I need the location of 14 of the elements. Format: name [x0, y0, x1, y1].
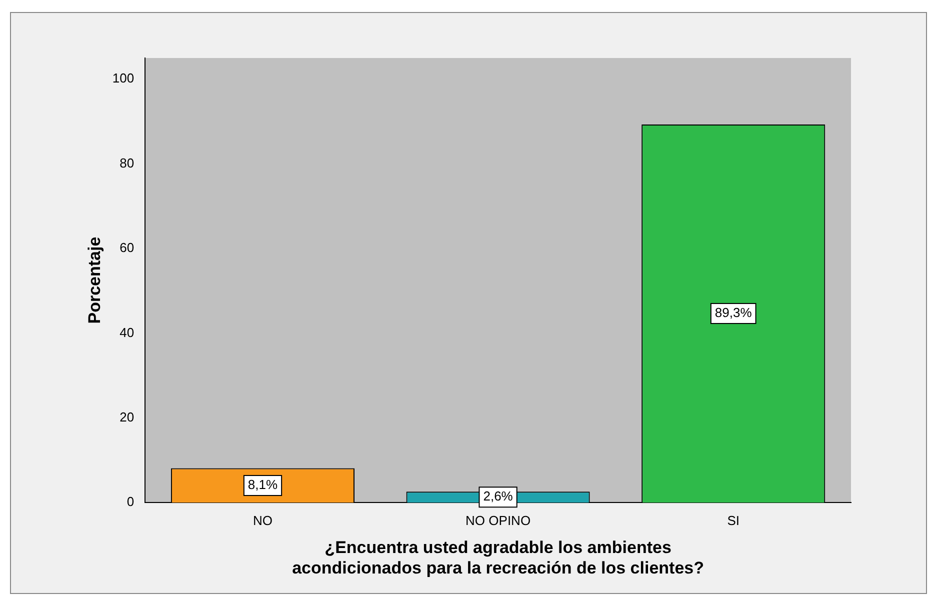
data-label: 2,6%: [483, 488, 514, 504]
x-tick-label: NO: [252, 512, 272, 528]
y-tick-label: 20: [120, 409, 134, 424]
data-label: 8,1%: [248, 477, 278, 492]
y-tick-label: 80: [120, 155, 134, 170]
y-axis-title: Porcentaje: [84, 236, 104, 324]
y-tick-label: 60: [120, 240, 134, 256]
data-label: 89,3%: [714, 305, 752, 320]
x-axis-title: ¿Encuentra usted agradable los ambientes acondicionados para la recreación de los clientes?: [292, 538, 704, 578]
y-tick-label: 0: [126, 494, 134, 510]
y-tick-label: 100: [112, 70, 134, 86]
x-tick-label: SI: [727, 512, 740, 528]
x-tick-label: NO OPINO: [466, 512, 531, 528]
y-tick-label: 40: [120, 324, 134, 340]
